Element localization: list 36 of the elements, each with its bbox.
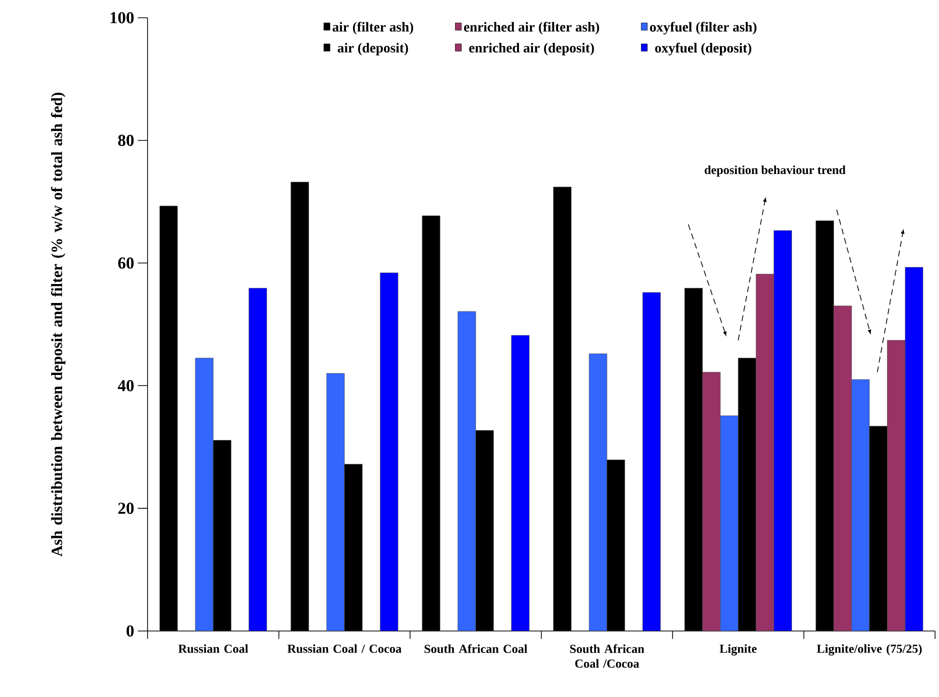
bar — [904, 267, 924, 632]
y-axis-title: Ash distribution between deposit and filter (% w/w of total ash fed) — [51, 92, 66, 557]
legend-label: enriched air (deposit) — [469, 42, 594, 56]
bar — [834, 306, 852, 632]
x-tick-label: Lignite/olive (75/25) — [816, 644, 922, 656]
bar — [642, 292, 661, 632]
y-tick-label: 40 — [118, 380, 134, 392]
x-tick-label: Russian Coal — [178, 644, 248, 653]
bar — [511, 335, 530, 632]
bar — [887, 340, 906, 632]
annotation: deposition behaviour trend — [704, 166, 846, 177]
legend-label: oxyfuel (deposit) — [655, 42, 752, 56]
x-tick-label: Lignite — [720, 644, 757, 656]
bar — [756, 274, 774, 632]
bar — [702, 372, 721, 632]
bar — [458, 311, 476, 632]
y-tick-label: 80 — [118, 134, 134, 146]
bar — [720, 416, 738, 632]
legend-label: air (filter ash) — [332, 22, 414, 34]
bar — [851, 379, 870, 632]
y-tick-label: 100 — [110, 12, 134, 24]
legend-label: oxyfuel (filter ash) — [650, 22, 756, 35]
bar — [195, 358, 214, 632]
y-tick-label: 20 — [118, 502, 134, 514]
y-tick-label: 60 — [118, 257, 134, 269]
bar — [774, 230, 792, 632]
x-tick-label: Russian Coal / Cocoa — [287, 644, 402, 653]
legend-label: enriched air (filter ash) — [464, 22, 600, 34]
x-tick-label: South African Coal — [424, 644, 528, 654]
legend-label: air (deposit) — [338, 42, 408, 56]
y-tick-label: 0 — [126, 625, 134, 637]
bar — [248, 288, 267, 632]
x-tick-label: South African Coal /Cocoa — [570, 644, 644, 668]
bar — [588, 354, 608, 632]
bar — [326, 373, 345, 632]
bar — [380, 272, 398, 632]
